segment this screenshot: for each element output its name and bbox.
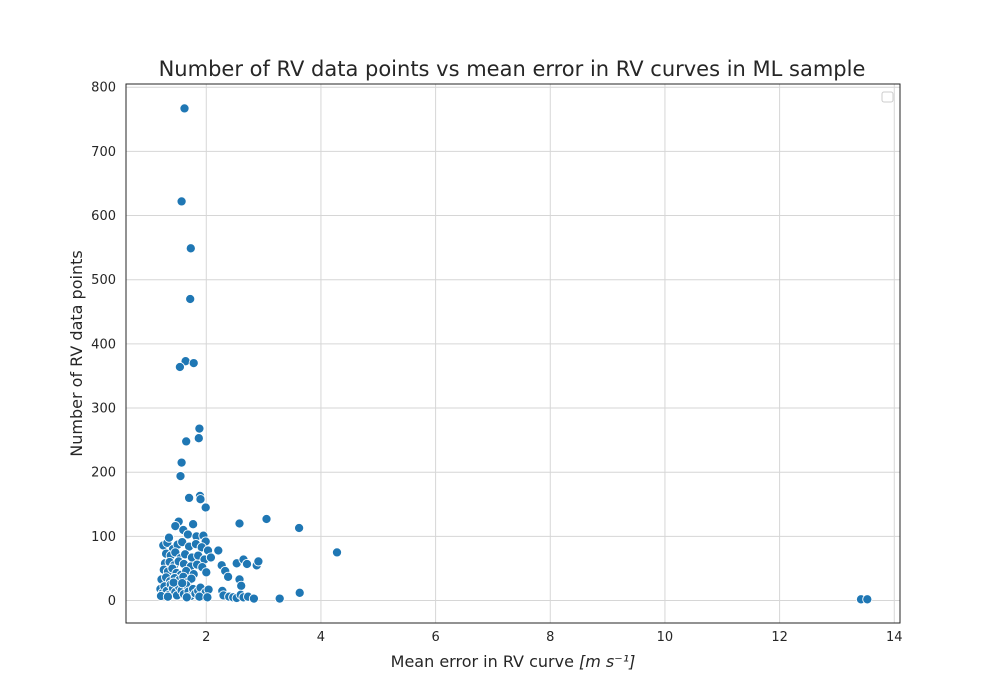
y-tick-label: 100 — [91, 530, 116, 545]
legend-box — [881, 91, 894, 103]
x-tick-label: 4 — [317, 630, 325, 645]
data-point — [274, 593, 285, 604]
y-tick-label: 500 — [91, 273, 116, 288]
grid-layer — [126, 84, 900, 623]
data-point — [194, 423, 205, 434]
chart-title: Number of RV data points vs mean error i… — [159, 57, 866, 81]
data-point — [213, 545, 224, 556]
data-point — [185, 293, 196, 305]
data-point — [181, 436, 192, 447]
data-point — [195, 494, 206, 505]
data-point — [162, 591, 173, 602]
data-point — [188, 358, 199, 369]
data-point — [331, 547, 343, 558]
data-point — [193, 433, 204, 444]
data-point — [241, 558, 253, 570]
data-point — [163, 532, 175, 543]
data-point — [174, 361, 185, 373]
data-point — [168, 577, 179, 588]
data-point — [181, 592, 192, 603]
data-point — [205, 552, 216, 563]
data-point — [175, 471, 186, 482]
y-axis-label: Number of RV data points — [67, 250, 86, 456]
data-point — [188, 519, 199, 530]
data-point — [248, 593, 259, 604]
x-tick-label: 6 — [431, 630, 439, 645]
data-point — [177, 578, 188, 589]
data-point — [179, 103, 190, 114]
data-point — [202, 592, 213, 603]
y-tick-label: 0 — [108, 594, 116, 609]
y-tick-label: 400 — [91, 337, 116, 352]
y-tick-label: 800 — [91, 81, 116, 96]
data-point — [294, 587, 305, 598]
data-point — [862, 594, 873, 605]
data-point — [253, 556, 264, 567]
data-point — [294, 522, 305, 534]
data-point — [176, 457, 187, 468]
data-point — [261, 513, 272, 525]
data-point — [170, 521, 181, 532]
data-point — [201, 567, 212, 578]
y-tick-label: 200 — [91, 466, 116, 481]
y-tick-label: 300 — [91, 402, 116, 417]
data-point — [176, 196, 187, 207]
points-layer — [155, 103, 873, 605]
x-tick-label: 10 — [657, 630, 674, 645]
data-point — [184, 492, 195, 503]
data-point — [185, 243, 196, 254]
x-tick-label: 8 — [546, 630, 554, 645]
x-tick-label: 2 — [202, 630, 210, 645]
plot-frame — [125, 83, 901, 624]
x-tick-label: 14 — [886, 630, 903, 645]
data-point — [223, 571, 234, 582]
x-tick-label: 12 — [771, 630, 788, 645]
tick-labels: 2 4 6 8 10 12 14 0 100 200 300 400 500 600 700 800 — [91, 81, 902, 645]
y-tick-label: 600 — [91, 209, 116, 224]
data-point — [236, 580, 247, 591]
y-tick-label: 700 — [91, 145, 116, 160]
data-point — [234, 518, 245, 529]
x-axis-label: Mean error in RV curve [m s⁻¹] — [391, 652, 636, 671]
data-point — [177, 537, 188, 548]
data-point — [200, 502, 211, 513]
